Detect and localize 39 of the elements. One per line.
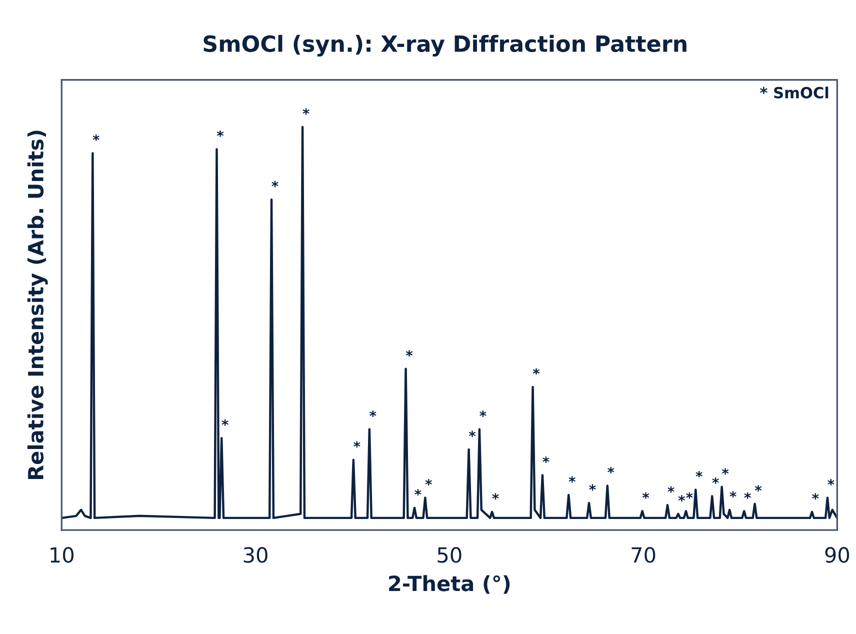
annotation: * [532,368,540,375]
annotation: * [668,486,674,493]
annotation: * [216,130,224,137]
annotation: * [754,485,762,492]
annotation: * [722,468,729,475]
annotation: * [425,479,432,486]
annotation: * [480,410,486,417]
annotation: * [222,419,228,426]
annotation: * [568,476,576,483]
annotation: * [696,470,702,478]
annotation: * [302,108,310,115]
annotation: * [492,493,499,500]
annotation: * [354,441,360,448]
annotation: * [608,466,614,474]
chart-title: SmOCl (syn.): X-ray Diffraction Pattern [204,34,686,57]
y-axis-title: Relative Intensity (Arb. Units) [27,130,48,480]
annotation: * [92,134,100,141]
annotation: * [730,491,736,498]
annotation: * [589,484,596,491]
annotation: * [686,492,693,499]
annotation: * [812,493,819,500]
x-tick-label: 10 [50,547,74,563]
annotation: * [406,350,413,357]
x-tick-label: 90 [825,547,850,563]
annotation: * [542,456,550,463]
x-axis-title: 2-Theta (°) [389,575,510,594]
text: * SmOCl [760,86,828,98]
annotation: * [468,430,476,438]
annotation: * [678,495,686,502]
annotation: * [642,492,650,499]
x-tick-label: 70 [632,547,656,563]
annotation: * [828,479,834,486]
annotation: * [272,180,278,188]
x-tick-label: 50 [438,547,462,563]
annotation: * [414,489,422,496]
annotation: * [712,477,719,484]
annotation: * [744,492,751,499]
annotation: * [370,410,376,417]
x-tick-label: 30 [244,547,268,563]
